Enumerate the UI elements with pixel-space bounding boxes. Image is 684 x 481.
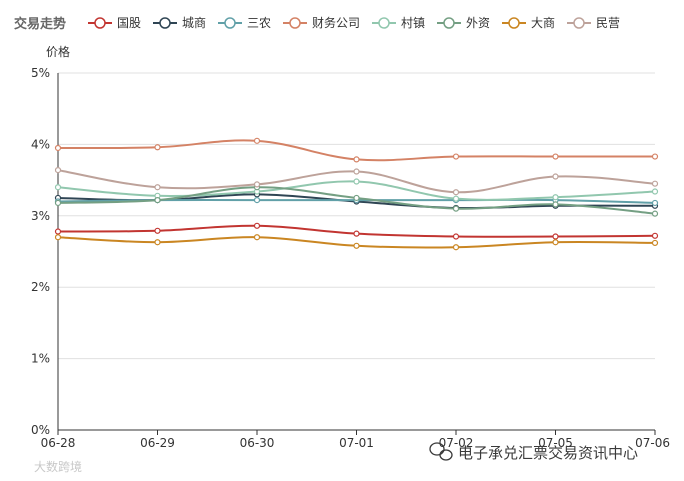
data-point[interactable]: [452, 244, 460, 251]
legend-item[interactable]: 外资: [437, 16, 490, 30]
data-point[interactable]: [54, 184, 62, 191]
legend-swatch-marker: [443, 17, 455, 29]
legend-label: 国股: [117, 16, 141, 30]
series-points: [54, 137, 659, 251]
data-point[interactable]: [651, 180, 659, 187]
x-tick-label: 07-01: [339, 436, 374, 450]
data-point[interactable]: [253, 222, 261, 229]
legend[interactable]: 国股 城商 三农 财务公司 村镇 外资 大商 民营: [88, 15, 620, 30]
data-point[interactable]: [154, 239, 161, 246]
y-tick-label: 0%: [31, 423, 50, 437]
legend-swatch-marker: [224, 17, 236, 29]
legend-swatch-marker: [289, 17, 301, 29]
data-point[interactable]: [552, 239, 559, 246]
legend-item[interactable]: 财务公司: [283, 15, 360, 30]
y-tick-label: 3%: [31, 209, 50, 223]
x-tick-label: 07-02: [439, 436, 474, 450]
data-point[interactable]: [253, 234, 261, 241]
legend-swatch-marker: [573, 17, 585, 29]
legend-label: 三农: [247, 16, 271, 30]
data-point[interactable]: [452, 189, 460, 196]
legend-label: 财务公司: [312, 15, 360, 30]
data-point[interactable]: [552, 201, 559, 208]
axes: 0% 1% 2% 3% 4% 5% 06-28 06-29 06-30 07-01 07-02 07-…: [31, 66, 670, 450]
data-point[interactable]: [452, 205, 460, 212]
chart-title: 交易走势: [14, 16, 66, 32]
data-point[interactable]: [651, 153, 659, 160]
legend-label: 城商: [182, 15, 206, 30]
y-tick-label: 2%: [31, 280, 50, 294]
data-point[interactable]: [154, 144, 161, 151]
data-point[interactable]: [651, 210, 659, 217]
legend-swatch-marker: [508, 17, 520, 29]
data-point[interactable]: [353, 242, 360, 249]
data-point[interactable]: [353, 156, 360, 163]
data-point[interactable]: [353, 194, 360, 202]
data-point[interactable]: [651, 239, 659, 247]
y-tick-label: 5%: [31, 66, 50, 80]
data-point[interactable]: [54, 167, 62, 174]
x-tick-label: 06-30: [240, 436, 275, 450]
data-point[interactable]: [353, 178, 360, 185]
legend-item[interactable]: 国股: [88, 16, 141, 30]
legend-label: 大商: [531, 15, 555, 30]
legend-item[interactable]: 大商: [502, 15, 555, 30]
data-point[interactable]: [552, 153, 559, 160]
x-tick-label: 06-28: [41, 436, 76, 450]
y-tick-label: 4%: [31, 137, 50, 151]
data-point[interactable]: [452, 233, 460, 240]
data-point[interactable]: [154, 184, 161, 191]
legend-label: 外资: [466, 16, 490, 30]
legend-item[interactable]: 民营: [567, 16, 620, 30]
data-point[interactable]: [54, 199, 62, 207]
data-point[interactable]: [651, 199, 659, 207]
watermark-left: 大数跨境: [34, 459, 82, 474]
data-point[interactable]: [552, 194, 559, 201]
data-point[interactable]: [154, 196, 161, 204]
data-point[interactable]: [552, 233, 559, 240]
data-point[interactable]: [54, 228, 62, 235]
data-point[interactable]: [154, 227, 161, 234]
y-tick-label: 1%: [31, 352, 50, 366]
legend-label: 村镇: [401, 16, 425, 30]
gridlines: [58, 72, 655, 360]
data-point[interactable]: [353, 168, 360, 175]
legend-item[interactable]: 三农: [218, 16, 271, 30]
data-point[interactable]: [253, 181, 261, 188]
data-point[interactable]: [54, 234, 62, 241]
x-tick-label: 06-29: [140, 436, 175, 450]
y-axis-label: 价格: [46, 44, 70, 59]
watermarks: 大数跨境 电子承兑汇票交易资讯中心: [34, 442, 638, 474]
data-point[interactable]: [452, 195, 460, 202]
data-point[interactable]: [54, 144, 62, 152]
watermark-right: 电子承兑汇票交易资讯中心: [458, 444, 638, 462]
legend-item[interactable]: 村镇: [372, 16, 425, 30]
x-tick-label: 07-05: [538, 436, 573, 450]
legend-item[interactable]: 城商: [153, 15, 206, 30]
x-tick-label: 07-06: [635, 436, 670, 450]
data-point[interactable]: [651, 188, 659, 195]
data-point[interactable]: [253, 196, 261, 204]
data-point[interactable]: [253, 137, 261, 144]
data-point[interactable]: [353, 230, 360, 237]
legend-swatch-marker: [159, 17, 171, 29]
data-point[interactable]: [651, 232, 659, 239]
legend-swatch-marker: [94, 17, 106, 29]
legend-label: 民营: [596, 16, 620, 30]
wechat-icon: [429, 442, 453, 461]
data-point[interactable]: [452, 153, 460, 160]
legend-swatch-marker: [378, 17, 390, 29]
data-point[interactable]: [552, 173, 559, 180]
